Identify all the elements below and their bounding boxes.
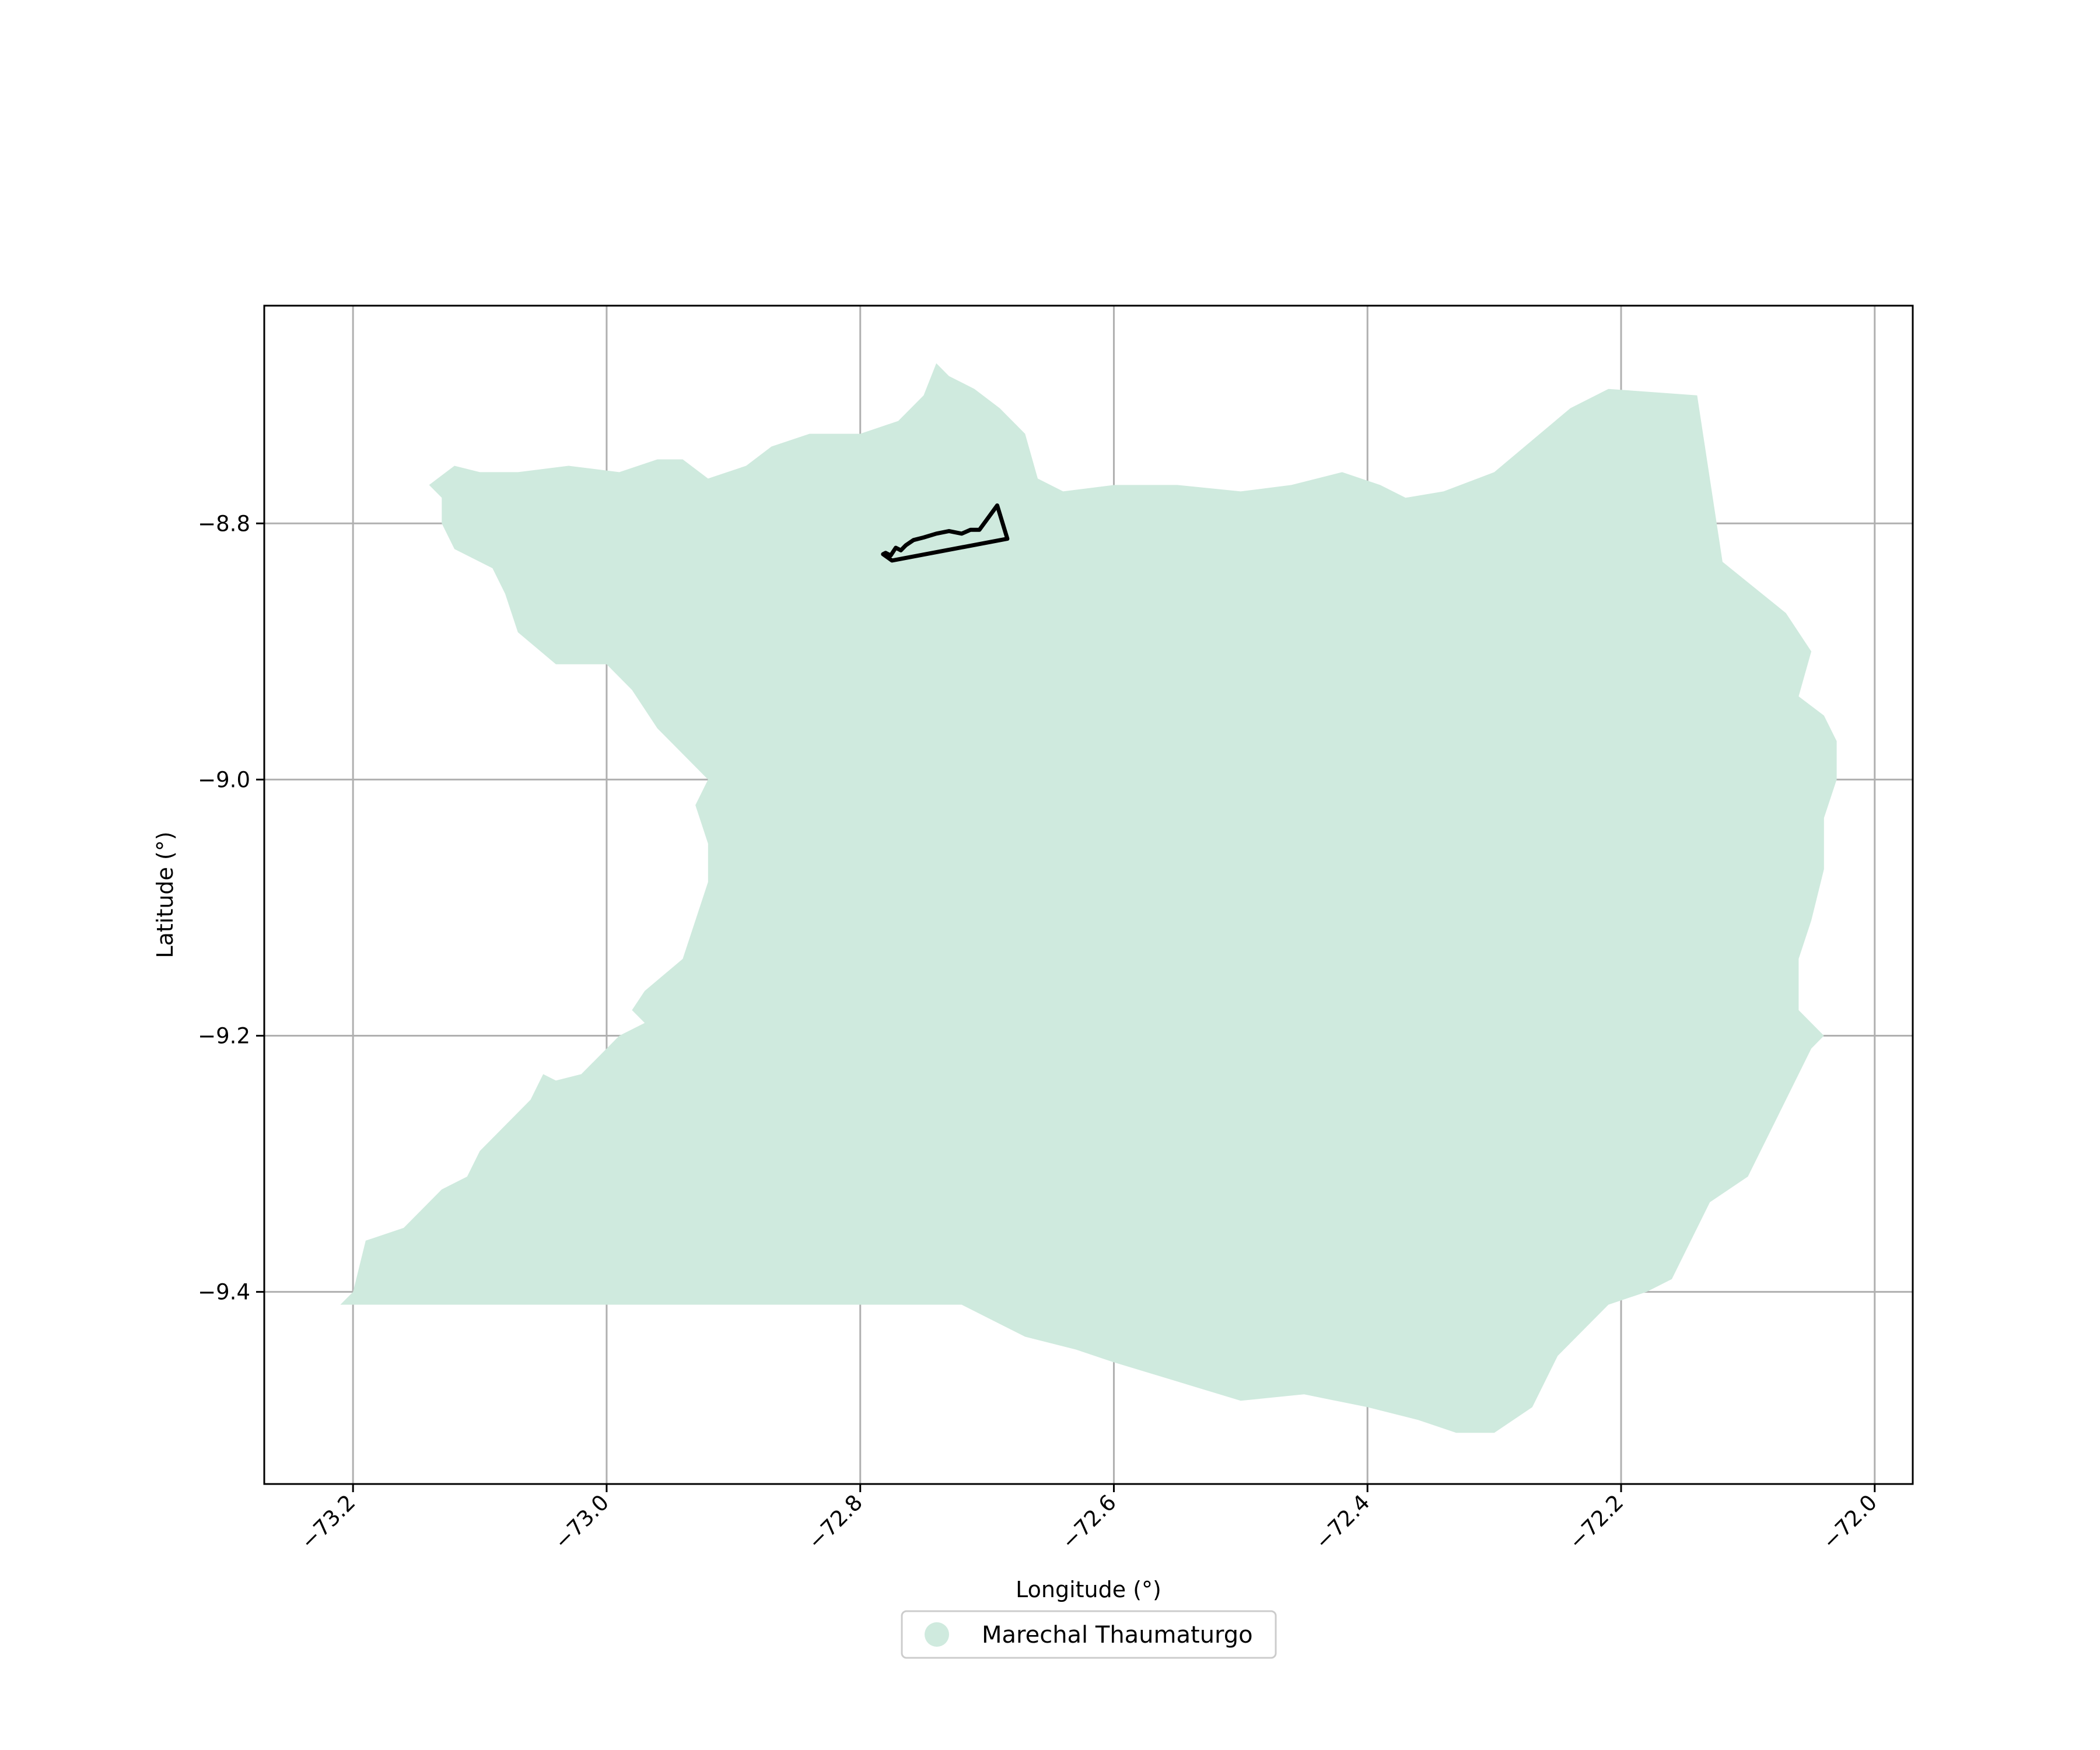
legend-swatch	[925, 1622, 949, 1647]
y-axis-title: Latitude (°)	[152, 831, 178, 958]
legend: Marechal Thaumaturgo	[901, 1610, 1277, 1659]
y-axis-ticks: −8.8 −9.0 −9.2 −9.4	[198, 511, 264, 1305]
area-outline	[881, 503, 1010, 563]
x-axis-title: Longitude (°)	[1016, 1577, 1161, 1602]
outline-layer	[881, 503, 1010, 563]
legend-label: Marechal Thaumaturgo	[982, 1622, 1253, 1648]
y-tick-label: −9.4	[198, 1280, 250, 1305]
y-tick-label: −9.2	[198, 1024, 250, 1049]
legend-box	[901, 1610, 1277, 1659]
y-tick-label: −8.8	[198, 511, 250, 536]
axes-frame	[263, 304, 1914, 1485]
region-layer	[340, 363, 1837, 1433]
region-marechal-thaumaturgo	[340, 363, 1837, 1433]
y-tick-label: −9.0	[198, 767, 250, 792]
